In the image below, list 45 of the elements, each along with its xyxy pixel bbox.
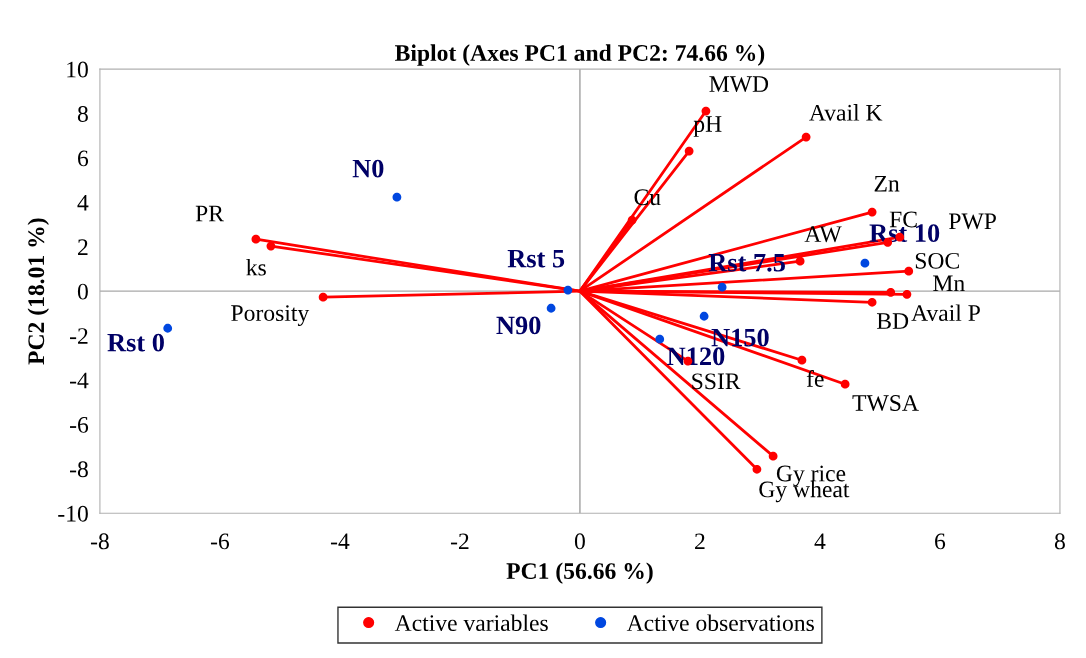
annotation: Avail K (809, 104, 883, 121)
y-tick-label: -8 (70, 461, 88, 478)
chart-title: Biplot (Axes PC1 and PC2: 74.66 %) (395, 44, 765, 66)
x-tick-label: 2 (695, 533, 705, 550)
y-tick-label: 6 (78, 150, 89, 167)
annotation: SSIR (692, 373, 741, 390)
annotation: Rst 5 (507, 249, 565, 268)
annotation: ks (246, 258, 266, 276)
y-tick-label: 4 (77, 194, 89, 211)
y-tick-label: 8 (77, 106, 88, 122)
y-tick-label: -4 (70, 372, 89, 389)
annotation: Avail P (911, 304, 980, 322)
annotation: Mn (933, 275, 965, 292)
annotation: TWSA (852, 395, 919, 412)
x-tick-label: 4 (814, 533, 826, 550)
annotation: SOC (915, 252, 959, 269)
annotation: pH (693, 116, 722, 137)
x-tick-label: -6 (210, 533, 230, 550)
y-tick-label: -2 (70, 328, 88, 344)
x-tick-label: 0 (574, 533, 585, 550)
annotation: PWP (949, 213, 996, 230)
x-tick-label: -8 (90, 533, 109, 550)
annotation: Zn (874, 175, 900, 192)
y-tick-label: -10 (58, 505, 88, 522)
annotation: MWD (709, 76, 769, 93)
y-tick-label: -6 (70, 416, 89, 433)
x-tick-label: -4 (330, 533, 350, 550)
legend-label: Active variables (394, 614, 548, 632)
y-tick-label: 10 (67, 61, 88, 78)
y-axis-title: PC2 (18.01 %) (27, 218, 49, 365)
annotation: Rst 0 (107, 333, 164, 352)
x-tick-label: -2 (450, 533, 469, 550)
x-tick-label: 6 (935, 533, 946, 550)
x-tick-label: 8 (1054, 533, 1065, 550)
annotation: N0 (352, 159, 384, 178)
x-axis-title: PC1 (56.66 %) (506, 562, 653, 584)
annotation: N90 (496, 316, 541, 335)
annotation: Porosity (231, 305, 310, 326)
y-tick-label: 0 (77, 283, 88, 300)
annotation: BD (876, 313, 909, 329)
annotation: fe (806, 370, 824, 387)
legend-label: Active observations (626, 614, 814, 632)
annotation: AW (804, 226, 842, 243)
annotation: PR (195, 205, 224, 222)
y-tick-label: 2 (78, 239, 88, 255)
